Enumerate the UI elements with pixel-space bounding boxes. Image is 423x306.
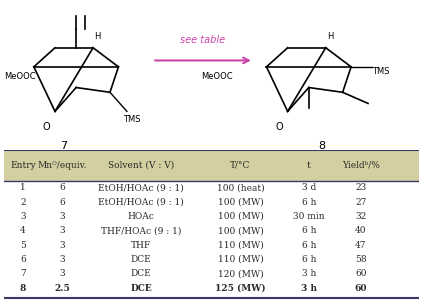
Text: 32: 32	[355, 212, 366, 221]
Text: 6: 6	[59, 183, 65, 192]
FancyBboxPatch shape	[4, 150, 419, 181]
Text: 7: 7	[60, 141, 67, 151]
Text: 110 (MW): 110 (MW)	[218, 255, 264, 264]
Text: 60: 60	[355, 269, 366, 278]
Text: 30 min: 30 min	[293, 212, 325, 221]
Text: 6 h: 6 h	[302, 255, 316, 264]
Text: EtOH/HOAc (9 : 1): EtOH/HOAc (9 : 1)	[98, 183, 184, 192]
Text: 3: 3	[60, 255, 65, 264]
Text: MeOOC: MeOOC	[201, 72, 233, 81]
Text: Mnᴼ/equiv.: Mnᴼ/equiv.	[38, 161, 87, 170]
Text: 6 h: 6 h	[302, 226, 316, 235]
Text: DCE: DCE	[131, 255, 151, 264]
Text: TMS: TMS	[372, 67, 390, 76]
Text: H: H	[327, 32, 333, 41]
Text: O: O	[275, 122, 283, 132]
Text: 3: 3	[60, 212, 65, 221]
Text: 100 (heat): 100 (heat)	[217, 183, 264, 192]
Text: 2.5: 2.5	[55, 284, 70, 293]
Text: 3: 3	[20, 212, 26, 221]
Text: T/°C: T/°C	[231, 161, 251, 170]
Text: Yieldᵇ/%: Yieldᵇ/%	[342, 161, 380, 170]
Text: Solvent (V : V): Solvent (V : V)	[108, 161, 174, 170]
Text: 6 h: 6 h	[302, 198, 316, 207]
Text: O: O	[43, 122, 50, 132]
Text: DCE: DCE	[130, 284, 152, 293]
Text: 3 h: 3 h	[302, 269, 316, 278]
Text: 120 (MW): 120 (MW)	[218, 269, 264, 278]
Text: EtOH/HOAc (9 : 1): EtOH/HOAc (9 : 1)	[98, 198, 184, 207]
Text: 60: 60	[354, 284, 367, 293]
Text: THF/HOAc (9 : 1): THF/HOAc (9 : 1)	[101, 226, 181, 235]
Text: Entry: Entry	[10, 161, 36, 170]
Text: 8: 8	[318, 141, 325, 151]
Text: 40: 40	[355, 226, 366, 235]
Text: 27: 27	[355, 198, 366, 207]
Text: t: t	[307, 161, 311, 170]
Text: 3: 3	[60, 226, 65, 235]
Text: DCE: DCE	[131, 269, 151, 278]
Text: 6 h: 6 h	[302, 241, 316, 250]
Text: 6: 6	[20, 255, 26, 264]
Text: 100 (MW): 100 (MW)	[218, 226, 264, 235]
Text: 3: 3	[60, 269, 65, 278]
Text: 23: 23	[355, 183, 366, 192]
Text: 3 h: 3 h	[301, 284, 317, 293]
Text: 3 d: 3 d	[302, 183, 316, 192]
Text: TMS: TMS	[123, 115, 140, 124]
Text: 8: 8	[20, 284, 26, 293]
Text: 7: 7	[20, 269, 26, 278]
Text: 1: 1	[20, 183, 26, 192]
Text: 5: 5	[20, 241, 26, 250]
Text: 100 (MW): 100 (MW)	[218, 198, 264, 207]
Text: 47: 47	[355, 241, 366, 250]
Text: see table: see table	[181, 35, 225, 45]
Text: 4: 4	[20, 226, 26, 235]
Text: H: H	[94, 32, 101, 41]
Text: 6: 6	[59, 198, 65, 207]
Text: 125 (MW): 125 (MW)	[215, 284, 266, 293]
Text: THF: THF	[131, 241, 151, 250]
Text: 58: 58	[355, 255, 367, 264]
Text: 110 (MW): 110 (MW)	[218, 241, 264, 250]
Text: 3: 3	[60, 241, 65, 250]
Text: MeOOC: MeOOC	[4, 72, 36, 81]
Text: 2: 2	[20, 198, 26, 207]
Text: 100 (MW): 100 (MW)	[218, 212, 264, 221]
Text: HOAc: HOAc	[128, 212, 154, 221]
